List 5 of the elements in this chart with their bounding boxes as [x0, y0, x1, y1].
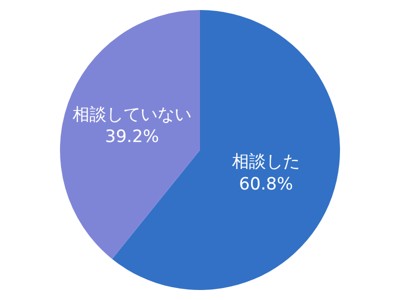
- data-label: 39.2%: [105, 127, 160, 148]
- slice-label: 相談していない: [72, 104, 192, 125]
- slice-label: 相談した: [232, 152, 300, 172]
- data-label: 60.8%: [239, 174, 294, 194]
- pie-slice: [60, 10, 200, 259]
